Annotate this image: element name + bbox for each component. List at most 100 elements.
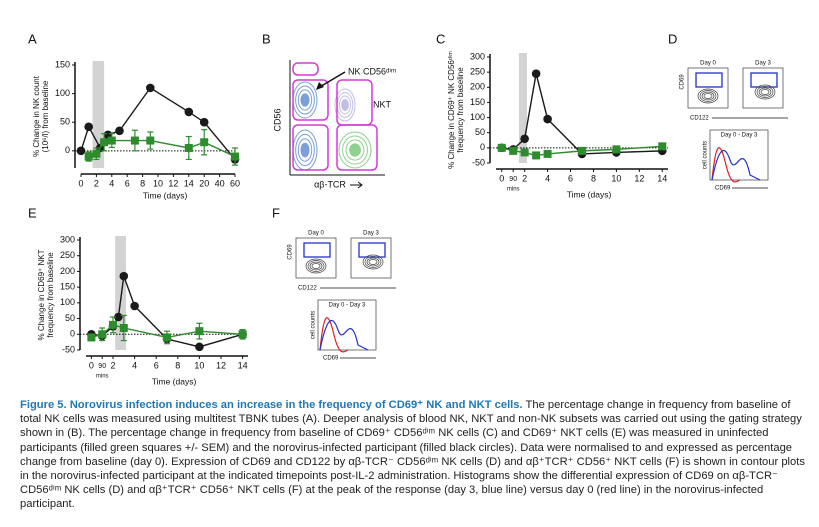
x-tick-label: 20 <box>199 178 209 188</box>
y-tick-label: 0 <box>480 142 485 152</box>
point <box>200 138 209 147</box>
y-axis-label: frequency from baseline <box>46 252 55 338</box>
x-tick-label: 8 <box>591 173 596 183</box>
gate <box>292 79 329 121</box>
panel-label: F <box>272 205 280 220</box>
y-axis-label: % Change in CD69⁺ NK CD56ᵈⁱᵐ <box>447 51 456 169</box>
caption-title: Figure 5. Norovirus infection induces an… <box>20 399 523 411</box>
y-tick-label: 300 <box>470 51 485 61</box>
y-tick-label: 100 <box>470 112 485 122</box>
x-tick-label: 40 <box>215 178 225 188</box>
panel-label: C <box>436 31 445 46</box>
point <box>184 107 194 117</box>
point <box>130 136 139 145</box>
contour <box>703 93 713 99</box>
point <box>92 149 101 158</box>
contour <box>345 139 365 161</box>
histogram <box>319 319 369 351</box>
point <box>98 330 107 339</box>
plot-title: Day 3 <box>755 61 771 67</box>
x-axis-label: CD122 <box>298 286 317 292</box>
x-tick-label: 0 <box>89 360 94 370</box>
point <box>163 333 171 342</box>
contour <box>300 142 310 158</box>
y-tick-label: 100 <box>60 297 75 307</box>
panel-label: D <box>668 31 677 46</box>
contour <box>334 88 356 122</box>
contour <box>754 84 776 100</box>
x-axis-label: CD122 <box>690 116 709 122</box>
y-tick-label: 150 <box>60 282 75 292</box>
contour <box>362 254 384 270</box>
plot-frame <box>350 237 392 279</box>
shaded-region <box>92 61 105 168</box>
y-tick-label: 150 <box>55 59 70 69</box>
point <box>146 136 155 145</box>
point <box>532 151 541 160</box>
gate <box>303 242 331 258</box>
x-tick-label: 6 <box>125 178 130 188</box>
point <box>520 148 529 157</box>
point <box>195 327 204 336</box>
plot-title: Day 0 <box>700 61 716 67</box>
y-tick-label: 50 <box>65 313 75 323</box>
point <box>520 134 529 144</box>
arrowhead <box>316 82 324 90</box>
point <box>497 143 506 152</box>
plot-frame <box>742 67 784 109</box>
gate <box>292 124 329 171</box>
contour <box>756 86 774 98</box>
point <box>107 136 116 145</box>
plot-frame <box>687 67 729 109</box>
x-tick-label: 12 <box>168 178 178 188</box>
x-tick-label: 90 <box>98 363 106 370</box>
x-tick-label: 0 <box>499 173 504 183</box>
contour <box>760 89 770 95</box>
x-tick-label: 2 <box>110 360 115 370</box>
x-tick-label: 8 <box>140 178 145 188</box>
point <box>578 146 586 155</box>
point <box>119 271 129 281</box>
shaded-region <box>518 53 527 163</box>
histogram <box>319 317 349 353</box>
y-tick-label: 0 <box>65 145 70 155</box>
contour <box>311 263 321 269</box>
x-axis-label: Time (days) <box>567 189 612 199</box>
contour <box>342 135 368 165</box>
x-note: mins <box>507 187 520 193</box>
point <box>146 83 155 93</box>
plot-title: Day 0 <box>308 231 324 237</box>
contour <box>297 89 313 111</box>
contour <box>300 93 310 107</box>
y-tick-label: 100 <box>55 88 70 98</box>
contour <box>338 131 372 169</box>
arrow <box>350 181 363 189</box>
y-tick-label: 200 <box>60 266 75 276</box>
x-tick-label: 10 <box>153 178 163 188</box>
x-tick-label: 6 <box>154 360 159 370</box>
x-axis-label: CD69 <box>323 356 339 362</box>
point <box>612 145 621 154</box>
contour <box>697 88 719 104</box>
y-tick-label: 250 <box>470 67 485 77</box>
point <box>84 122 93 132</box>
point <box>543 149 552 158</box>
plot-title: Day 3 <box>363 231 379 237</box>
histogram <box>711 149 761 181</box>
caption-text: The percentage change in frequency from … <box>20 399 805 511</box>
shaded-region <box>115 236 126 350</box>
x-tick-label: 4 <box>545 173 550 183</box>
point <box>531 69 541 78</box>
x-tick-label: 10 <box>194 360 204 370</box>
point <box>509 146 518 155</box>
point <box>87 333 96 342</box>
plot-title: Day 0 - Day 3 <box>329 303 366 309</box>
point <box>119 324 128 332</box>
point <box>195 342 204 352</box>
contour <box>699 90 717 102</box>
y-tick-label: -50 <box>62 344 75 354</box>
contour <box>341 99 349 111</box>
contour <box>295 133 315 167</box>
point <box>199 117 209 127</box>
